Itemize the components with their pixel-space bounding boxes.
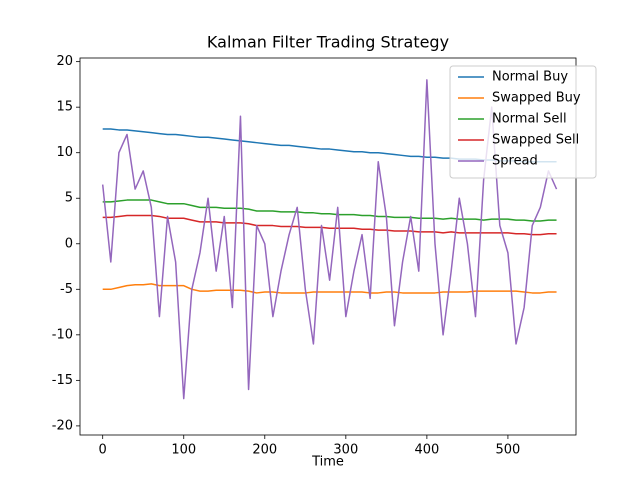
x-tick-label: 500 (496, 443, 521, 458)
y-tick-label: -5 (60, 282, 73, 297)
chart-title: Kalman Filter Trading Strategy (207, 33, 449, 52)
y-tick-label: 10 (56, 145, 73, 160)
plot-frame (79, 57, 577, 436)
series-group (101, 79, 558, 400)
legend-label: Normal Buy (492, 70, 568, 85)
legend-box (449, 65, 597, 179)
series-group (102, 283, 557, 294)
y-tick-label: -15 (52, 373, 73, 388)
legend-label: Normal Sell (492, 112, 567, 127)
x-tick-label: 400 (414, 443, 439, 458)
series-line (102, 283, 557, 294)
y-tick-label: -10 (52, 327, 73, 342)
y-tick-label: 20 (56, 54, 73, 69)
y-tick-label: 15 (56, 100, 73, 115)
legend-label: Swapped Buy (492, 91, 581, 106)
series-line (101, 79, 558, 400)
legend-label: Spread (492, 154, 538, 169)
x-tick-label: 100 (171, 443, 196, 458)
x-tick-label: 300 (333, 443, 358, 458)
x-tick-label: 200 (252, 443, 277, 458)
legend-label: Swapped Sell (492, 133, 579, 148)
x-axis-label: Time (311, 455, 344, 470)
y-tick-label: -20 (52, 418, 73, 433)
y-tick-label: 5 (65, 191, 73, 206)
y-tick-label: 0 (65, 236, 73, 251)
x-tick-label: 0 (99, 443, 107, 458)
